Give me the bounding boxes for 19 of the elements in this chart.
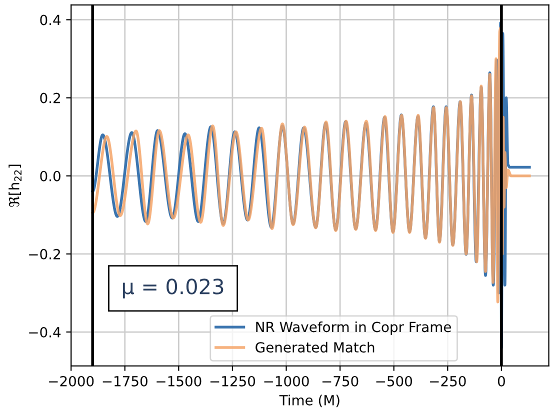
x-tick-label: −750: [322, 376, 358, 386]
legend-label: Generated Match: [256, 342, 374, 353]
x-tick-label: −1500: [156, 376, 202, 386]
y-tick-label: 0.0: [40, 170, 60, 182]
x-tick-label: −250: [430, 376, 466, 386]
x-tick-label: −1250: [210, 376, 256, 386]
x-tick-label: −2000: [49, 376, 94, 386]
y-axis-title: ℜ[h$_{22}$]: [8, 164, 22, 207]
annotation: μ = 0.023: [123, 278, 224, 298]
legend-label: NR Waveform in Copr Frame: [256, 321, 451, 335]
x-tick-label: −1750: [102, 376, 148, 386]
x-axis-title: Time (M): [279, 394, 340, 408]
y-tick-label: −0.4: [29, 326, 61, 338]
y-tick-label: −0.2: [29, 248, 60, 260]
x-tick-label: 0: [498, 376, 505, 386]
x-tick-label: −1000: [264, 376, 309, 386]
x-tick-label: −500: [376, 376, 412, 386]
y-tick-label: 0.4: [40, 14, 61, 26]
y-tick-label: 0.2: [40, 92, 60, 104]
